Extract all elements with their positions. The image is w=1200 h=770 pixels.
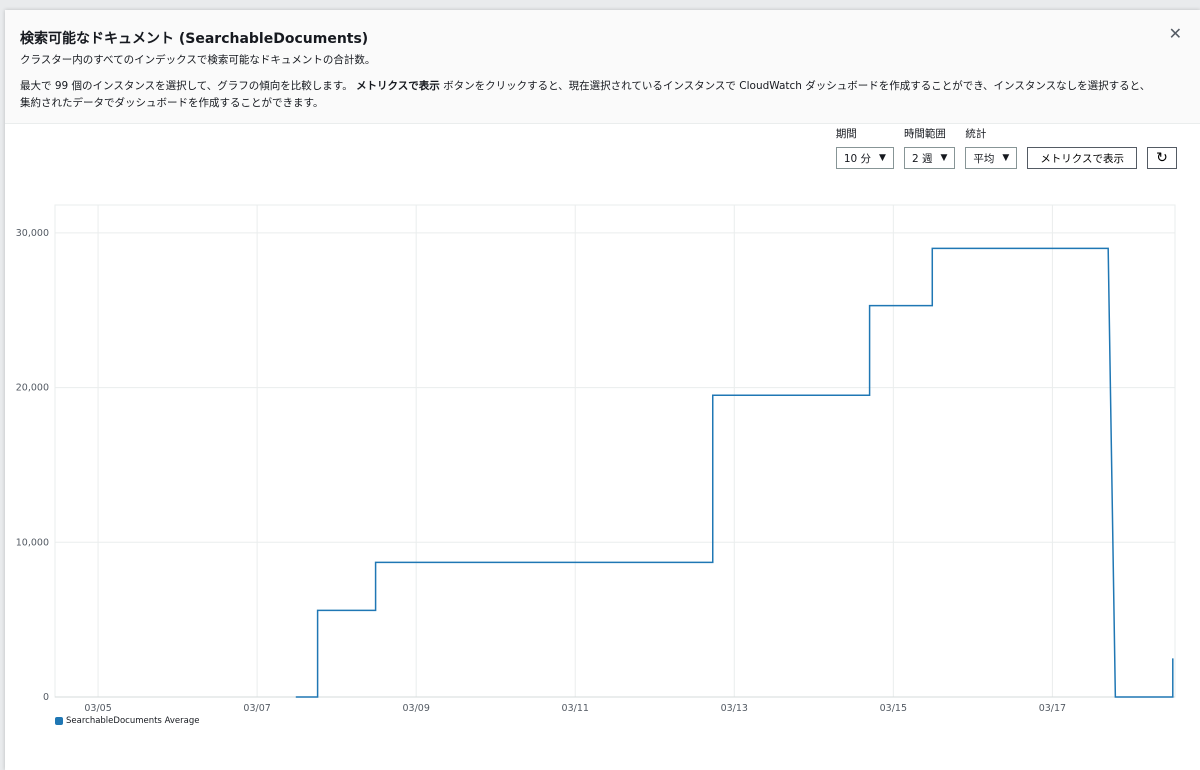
x-tick-label: 03/09: [402, 703, 429, 714]
period-label: 期間: [835, 128, 857, 140]
desc-text-2: ボタンをクリックすると、現在選択されているインスタンスで CloudWatch …: [20, 80, 1151, 109]
x-tick-label: 03/17: [1039, 703, 1066, 714]
range-select[interactable]: 2 週 ▼: [903, 147, 956, 169]
desc-bold: メトリクスで表示: [356, 80, 440, 92]
legend-item[interactable]: SearchableDocuments Average: [55, 716, 199, 726]
x-tick-label: 03/13: [721, 703, 748, 714]
period-value: 10 分: [843, 152, 872, 165]
legend-label: SearchableDocuments Average: [66, 716, 200, 726]
view-metrics-button[interactable]: メトリクスで表示: [1027, 147, 1137, 169]
chart-controls: 期間 10 分 ▼ 時間範囲 2 週 ▼ 統計 平均 ▼ メトリクスで表示 ↻: [835, 126, 1177, 169]
x-tick-label: 03/07: [243, 703, 270, 714]
modal-title: 検索可能なドキュメント (SearchableDocuments): [20, 31, 369, 47]
close-icon[interactable]: ✕: [1168, 24, 1182, 43]
stat-label: 統計: [965, 128, 987, 140]
legend-swatch: [55, 717, 63, 725]
x-tick-label: 03/15: [880, 703, 907, 714]
y-tick-label: 30,000: [16, 228, 49, 239]
modal-subtitle: クラスター内のすべてのインデックスで検索可能なドキュメントの合計数。: [20, 54, 376, 66]
modal-description: 最大で 99 個のインスタンスを選択して、グラフの傾向を比較します。 メトリクス…: [20, 78, 1160, 112]
plot-area: [54, 204, 1176, 698]
x-tick-label: 03/05: [84, 703, 111, 714]
period-select[interactable]: 10 分 ▼: [835, 147, 894, 169]
caret-down-icon: ▼: [940, 153, 948, 163]
y-tick-label: 20,000: [16, 383, 49, 394]
stat-select[interactable]: 平均 ▼: [965, 147, 1018, 169]
stat-value: 平均: [973, 152, 995, 165]
range-value: 2 週: [911, 152, 933, 165]
modal-header: 検索可能なドキュメント (SearchableDocuments) クラスター内…: [5, 10, 1200, 124]
y-tick-label: 0: [43, 692, 49, 703]
desc-text: 最大で 99 個のインスタンスを選択して、グラフの傾向を比較します。: [20, 80, 357, 92]
caret-down-icon: ▼: [1002, 153, 1010, 163]
refresh-icon[interactable]: ↻: [1147, 147, 1177, 169]
series-line: [295, 247, 1174, 698]
caret-down-icon: ▼: [879, 153, 886, 163]
x-tick-label: 03/11: [562, 703, 589, 714]
y-tick-label: 10,000: [16, 537, 49, 548]
metric-modal: 検索可能なドキュメント (SearchableDocuments) クラスター内…: [5, 10, 1200, 770]
range-label: 時間範囲: [903, 128, 946, 140]
